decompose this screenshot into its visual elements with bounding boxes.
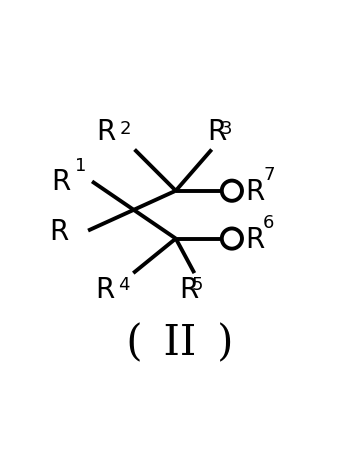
Text: R: R (208, 118, 227, 145)
Text: 1: 1 (75, 157, 86, 175)
Text: R: R (51, 168, 71, 196)
Text: ( II ): ( II ) (118, 322, 234, 364)
Text: 7: 7 (263, 165, 275, 183)
Text: R: R (245, 178, 264, 205)
Text: R: R (97, 118, 116, 145)
Text: R: R (49, 217, 68, 245)
Text: 3: 3 (221, 120, 232, 138)
Text: R: R (245, 225, 264, 253)
Text: 4: 4 (118, 276, 129, 293)
Text: 5: 5 (192, 276, 203, 293)
Text: 2: 2 (120, 120, 131, 138)
Bar (222, 183, 242, 200)
Text: 6: 6 (263, 213, 275, 231)
Text: R: R (179, 276, 198, 303)
Text: R: R (95, 276, 114, 303)
Bar (222, 230, 242, 248)
